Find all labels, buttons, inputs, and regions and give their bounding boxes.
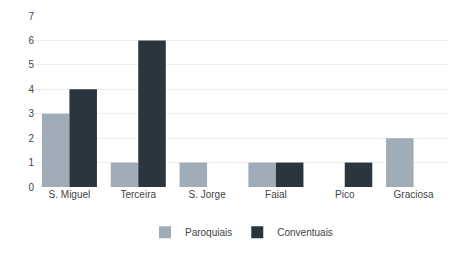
svg-text:0: 0 [28, 182, 34, 193]
svg-text:S. Jorge: S. Jorge [188, 189, 226, 200]
svg-text:7: 7 [28, 11, 34, 22]
svg-text:Paroquiais: Paroquiais [185, 227, 232, 238]
svg-text:4: 4 [28, 84, 34, 95]
svg-text:2: 2 [28, 133, 34, 144]
svg-text:Pico: Pico [335, 189, 355, 200]
svg-text:1: 1 [28, 157, 34, 168]
svg-text:Conventuais: Conventuais [277, 227, 333, 238]
svg-text:3: 3 [28, 108, 34, 119]
svg-text:S. Miguel: S. Miguel [49, 189, 91, 200]
svg-text:5: 5 [28, 59, 34, 70]
svg-text:Terceira: Terceira [120, 189, 156, 200]
svg-text:6: 6 [28, 35, 34, 46]
svg-text:Faial: Faial [265, 189, 287, 200]
svg-text:Graciosa: Graciosa [394, 189, 434, 200]
